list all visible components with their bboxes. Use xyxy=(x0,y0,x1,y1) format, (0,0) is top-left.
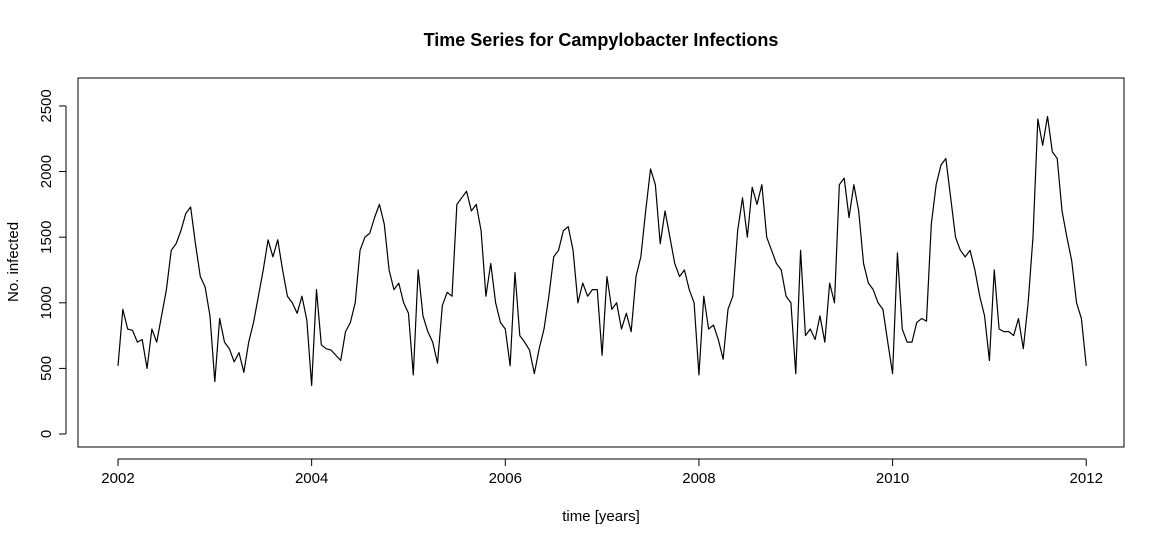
y-tick-label: 0 xyxy=(38,430,55,438)
y-axis-label: No. infected xyxy=(5,222,22,302)
x-tick-label: 2006 xyxy=(489,470,522,487)
x-tick-label: 2010 xyxy=(876,470,909,487)
series-line xyxy=(117,115,1087,387)
y-tick-label: 2500 xyxy=(38,89,55,122)
x-tick-label: 2008 xyxy=(682,470,715,487)
x-tick-label: 2002 xyxy=(101,470,134,487)
y-tick-label: 1500 xyxy=(38,220,55,253)
x-tick-label: 2004 xyxy=(295,470,328,487)
x-axis-label: time [years] xyxy=(562,508,640,525)
y-tick-label: 2000 xyxy=(38,155,55,188)
x-tick-label: 2012 xyxy=(1070,470,1103,487)
plot-frame xyxy=(77,77,1125,448)
chart-title: Time Series for Campylobacter Infections xyxy=(424,30,779,50)
y-tick-label: 1000 xyxy=(38,286,55,319)
y-tick-label: 500 xyxy=(38,356,55,381)
